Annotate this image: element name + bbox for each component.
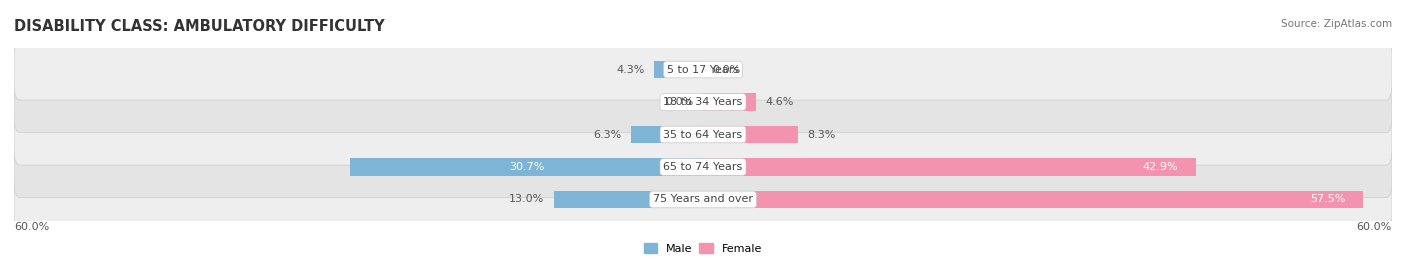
Text: 60.0%: 60.0% <box>1357 222 1392 232</box>
Text: 6.3%: 6.3% <box>593 129 621 140</box>
Text: 30.7%: 30.7% <box>509 162 544 172</box>
Text: 8.3%: 8.3% <box>807 129 835 140</box>
Text: 57.5%: 57.5% <box>1310 194 1346 204</box>
FancyBboxPatch shape <box>14 72 1392 133</box>
FancyBboxPatch shape <box>14 169 1392 230</box>
Text: 0.0%: 0.0% <box>713 65 741 75</box>
Text: 5 to 17 Years: 5 to 17 Years <box>666 65 740 75</box>
Text: 13.0%: 13.0% <box>509 194 544 204</box>
Bar <box>703 158 1195 176</box>
FancyBboxPatch shape <box>14 39 1392 100</box>
Text: 42.9%: 42.9% <box>1143 162 1178 172</box>
Bar <box>703 126 799 143</box>
Bar <box>703 190 1364 208</box>
Text: 4.6%: 4.6% <box>765 97 793 107</box>
Text: 65 to 74 Years: 65 to 74 Years <box>664 162 742 172</box>
Bar <box>654 61 703 79</box>
Text: 60.0%: 60.0% <box>14 222 49 232</box>
Text: Source: ZipAtlas.com: Source: ZipAtlas.com <box>1281 19 1392 29</box>
Text: 75 Years and over: 75 Years and over <box>652 194 754 204</box>
Bar <box>703 93 756 111</box>
Text: DISABILITY CLASS: AMBULATORY DIFFICULTY: DISABILITY CLASS: AMBULATORY DIFFICULTY <box>14 19 385 34</box>
Bar <box>631 126 703 143</box>
Bar <box>350 158 703 176</box>
Legend: Male, Female: Male, Female <box>640 238 766 258</box>
FancyBboxPatch shape <box>14 104 1392 165</box>
FancyBboxPatch shape <box>14 136 1392 197</box>
Text: 35 to 64 Years: 35 to 64 Years <box>664 129 742 140</box>
Text: 0.0%: 0.0% <box>665 97 693 107</box>
Bar <box>554 190 703 208</box>
Text: 18 to 34 Years: 18 to 34 Years <box>664 97 742 107</box>
Text: 4.3%: 4.3% <box>616 65 644 75</box>
